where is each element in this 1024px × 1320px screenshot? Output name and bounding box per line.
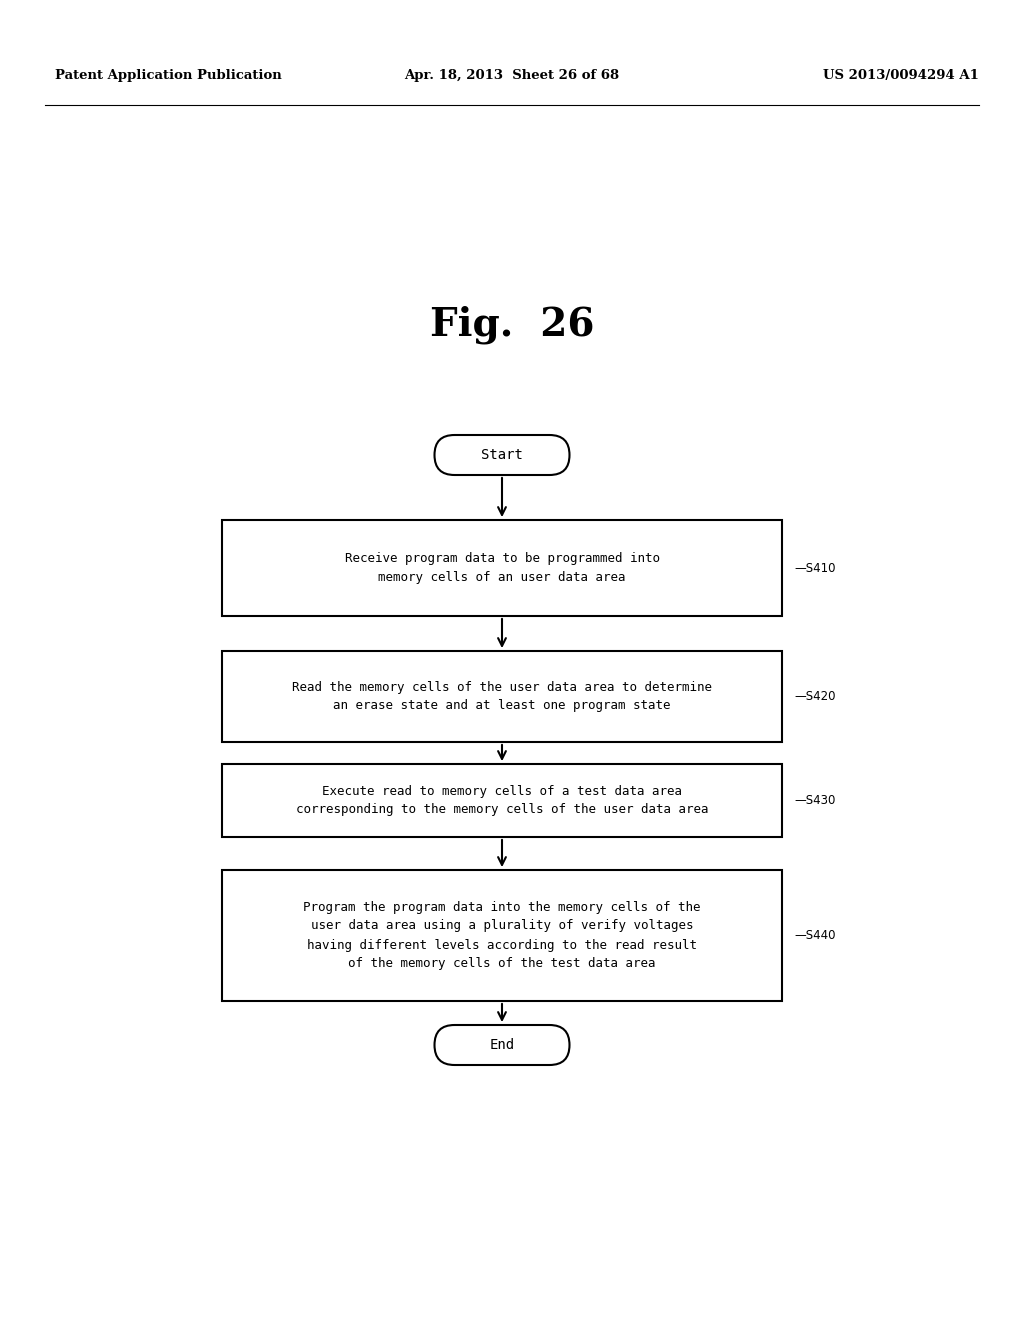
Text: Receive program data to be programmed into
memory cells of an user data area: Receive program data to be programmed in…	[344, 552, 659, 583]
Text: Apr. 18, 2013  Sheet 26 of 68: Apr. 18, 2013 Sheet 26 of 68	[404, 69, 620, 82]
FancyBboxPatch shape	[222, 651, 782, 742]
Text: US 2013/0094294 A1: US 2013/0094294 A1	[823, 69, 979, 82]
Text: —S430: —S430	[794, 795, 836, 807]
Text: Start: Start	[481, 447, 523, 462]
Text: End: End	[489, 1038, 515, 1052]
Text: Patent Application Publication: Patent Application Publication	[55, 69, 282, 82]
FancyBboxPatch shape	[222, 764, 782, 837]
FancyBboxPatch shape	[434, 1026, 569, 1065]
FancyBboxPatch shape	[222, 520, 782, 616]
Text: —S420: —S420	[794, 690, 836, 704]
FancyBboxPatch shape	[434, 436, 569, 475]
Text: Fig.  26: Fig. 26	[430, 306, 594, 345]
Text: Program the program data into the memory cells of the
user data area using a plu: Program the program data into the memory…	[303, 900, 700, 970]
Text: —S410: —S410	[794, 561, 836, 574]
Text: —S440: —S440	[794, 929, 836, 942]
Text: Read the memory cells of the user data area to determine
an erase state and at l: Read the memory cells of the user data a…	[292, 681, 712, 713]
FancyBboxPatch shape	[222, 870, 782, 1001]
Text: Execute read to memory cells of a test data area
corresponding to the memory cel: Execute read to memory cells of a test d…	[296, 784, 709, 817]
